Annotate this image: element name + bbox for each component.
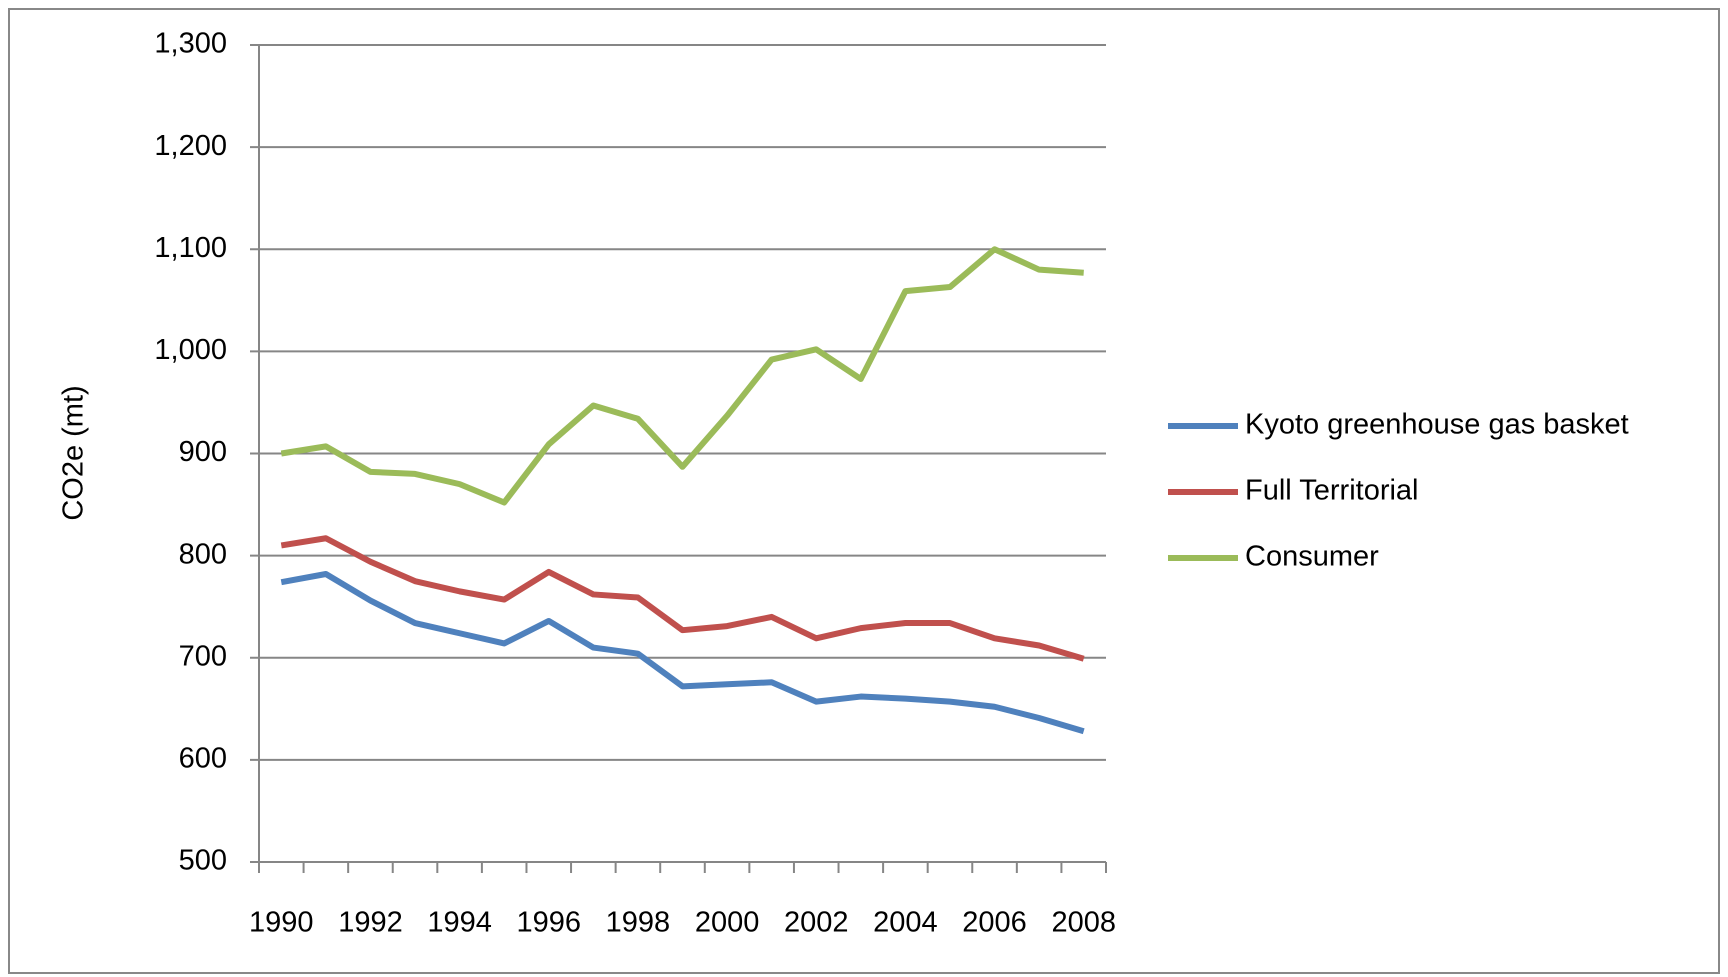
y-tick-label: 1,200 [154,130,227,162]
y-tick-label: 800 [179,538,227,570]
legend-label: Full Territorial [1245,475,1419,507]
x-tick-label: 1994 [427,907,492,939]
y-tick-label: 500 [179,845,227,877]
y-axis-label: CO2e (mt) [58,385,90,520]
x-tick-label: 2000 [695,907,760,939]
legend-label: Consumer [1245,541,1379,573]
x-tick-label: 1992 [338,907,403,939]
series-line [280,535,1085,662]
y-tick-label: 1,000 [154,334,227,366]
x-tick-label: 2006 [962,907,1027,939]
x-tick-label: 1998 [606,907,671,939]
y-tick-label: 900 [179,436,227,468]
x-tick-label: 1996 [517,907,582,939]
chart-frame [8,8,1720,974]
y-tick-label: 700 [179,640,227,672]
series-line [280,571,1085,735]
x-tick-label: 2004 [873,907,938,939]
legend-label: Kyoto greenhouse gas basket [1245,409,1629,441]
y-tick-label: 1,300 [154,28,227,60]
y-tick-label: 600 [179,743,227,775]
x-tick-label: 1990 [249,907,314,939]
series-line [280,246,1084,506]
x-tick-label: 2002 [784,907,849,939]
x-tick-label: 2008 [1051,907,1116,939]
y-tick-label: 1,100 [154,232,227,264]
